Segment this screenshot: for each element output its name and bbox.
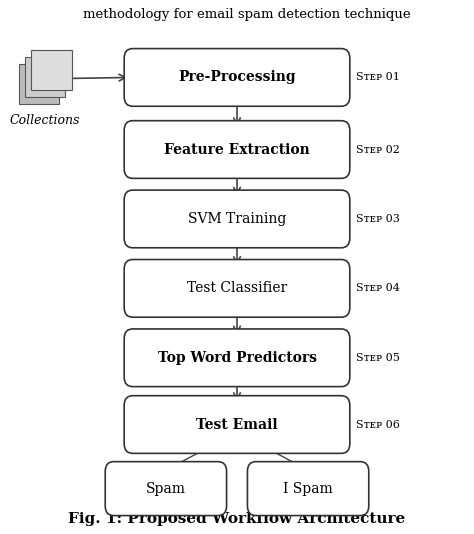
FancyBboxPatch shape bbox=[124, 396, 350, 453]
FancyBboxPatch shape bbox=[105, 461, 227, 516]
Text: Test Classifier: Test Classifier bbox=[187, 281, 287, 295]
FancyBboxPatch shape bbox=[124, 49, 350, 106]
FancyBboxPatch shape bbox=[31, 50, 72, 90]
Text: Top Word Predictors: Top Word Predictors bbox=[157, 351, 317, 365]
Text: Sᴛᴇᴘ 04: Sᴛᴇᴘ 04 bbox=[356, 284, 400, 293]
Text: Sᴛᴇᴘ 01: Sᴛᴇᴘ 01 bbox=[356, 73, 400, 82]
Text: SVM Training: SVM Training bbox=[188, 212, 286, 226]
Text: Spam: Spam bbox=[146, 482, 186, 496]
Text: Sᴛᴇᴘ 02: Sᴛᴇᴘ 02 bbox=[356, 145, 400, 154]
Text: Fig. 1: Proposed Workflow Architecture: Fig. 1: Proposed Workflow Architecture bbox=[68, 512, 406, 526]
Text: methodology for email spam detection technique: methodology for email spam detection tec… bbox=[82, 8, 410, 21]
Text: Pre-Processing: Pre-Processing bbox=[178, 70, 296, 84]
FancyBboxPatch shape bbox=[124, 190, 350, 248]
Text: Sᴛᴇᴘ 06: Sᴛᴇᴘ 06 bbox=[356, 420, 400, 429]
Text: Collections: Collections bbox=[10, 114, 80, 127]
FancyBboxPatch shape bbox=[124, 121, 350, 178]
Text: Test Email: Test Email bbox=[196, 418, 278, 431]
FancyBboxPatch shape bbox=[247, 461, 369, 516]
FancyBboxPatch shape bbox=[124, 260, 350, 317]
Text: Sᴛᴇᴘ 03: Sᴛᴇᴘ 03 bbox=[356, 214, 400, 224]
Text: Feature Extraction: Feature Extraction bbox=[164, 143, 310, 156]
Text: Sᴛᴇᴘ 05: Sᴛᴇᴘ 05 bbox=[356, 353, 400, 363]
FancyBboxPatch shape bbox=[25, 57, 65, 97]
FancyBboxPatch shape bbox=[124, 329, 350, 387]
FancyBboxPatch shape bbox=[19, 64, 59, 104]
Text: I Spam: I Spam bbox=[283, 482, 333, 496]
